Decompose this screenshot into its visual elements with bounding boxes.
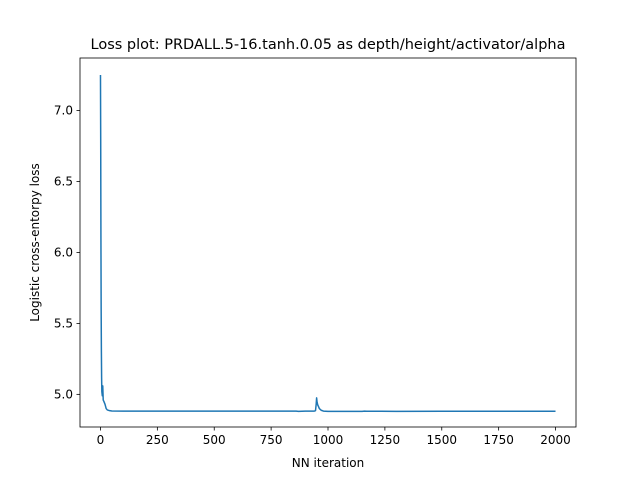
chart-title: Loss plot: PRDALL.5-16.tanh.0.05 as dept… (91, 37, 566, 53)
y-tick-label: 6.0 (54, 245, 73, 259)
x-tick-label: 1750 (483, 433, 514, 447)
x-tick-label: 1000 (313, 433, 344, 447)
y-tick-label: 5.5 (54, 316, 73, 330)
y-tick-label: 7.0 (54, 104, 73, 118)
series-group (99, 75, 556, 413)
x-tick-label: 1500 (426, 433, 457, 447)
x-tick-label: 1250 (370, 433, 401, 447)
y-tick-label: 6.5 (54, 174, 73, 188)
series-line-0 (99, 75, 556, 413)
x-tick-label: 750 (260, 433, 283, 447)
plot-area (80, 58, 576, 427)
y-axis-ticks: 5.0 5.5 6.0 6.5 7.0 (54, 104, 80, 401)
x-axis-ticks: 0 250 500 750 1000 1250 1500 1750 2000 (97, 427, 571, 447)
x-tick-label: 0 (97, 433, 105, 447)
x-axis-label: NN iteration (292, 456, 364, 470)
y-tick-label: 5.0 (54, 387, 73, 401)
x-tick-label: 250 (146, 433, 169, 447)
axes-frame (79, 57, 577, 428)
x-tick-label: 2000 (540, 433, 571, 447)
x-tick-label: 500 (203, 433, 226, 447)
y-axis-label: Logistic cross-entorpy loss (28, 163, 42, 322)
